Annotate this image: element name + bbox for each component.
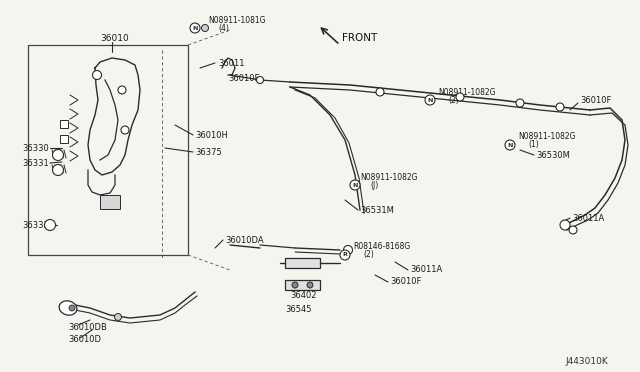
Circle shape <box>115 314 122 321</box>
Circle shape <box>569 226 577 234</box>
Circle shape <box>376 88 384 96</box>
Circle shape <box>556 103 564 111</box>
Bar <box>60 135 68 143</box>
Circle shape <box>121 126 129 134</box>
Bar <box>28 45 188 255</box>
Circle shape <box>344 246 353 254</box>
Circle shape <box>69 305 75 311</box>
Text: 36531M: 36531M <box>360 205 394 215</box>
Text: 36333: 36333 <box>22 221 49 230</box>
Circle shape <box>93 71 102 80</box>
Text: 36375: 36375 <box>195 148 221 157</box>
Circle shape <box>257 77 264 83</box>
Text: N: N <box>428 97 433 103</box>
Text: 36011: 36011 <box>218 58 244 67</box>
Ellipse shape <box>59 301 77 315</box>
Circle shape <box>340 250 350 260</box>
Text: R08146-8168G: R08146-8168G <box>353 241 410 250</box>
Text: N08911-1082G: N08911-1082G <box>518 131 575 141</box>
Text: 36010F: 36010F <box>390 278 421 286</box>
Circle shape <box>560 220 570 230</box>
Circle shape <box>292 282 298 288</box>
Text: N08911-1082G: N08911-1082G <box>438 87 495 96</box>
Bar <box>60 120 68 128</box>
Text: 36331: 36331 <box>22 158 49 167</box>
Circle shape <box>456 93 464 101</box>
Text: (1): (1) <box>528 140 539 148</box>
Text: J443010K: J443010K <box>565 357 608 366</box>
Text: 36010H: 36010H <box>195 131 228 140</box>
Bar <box>100 195 120 209</box>
Circle shape <box>202 25 209 32</box>
Circle shape <box>52 150 63 160</box>
Text: 36011A: 36011A <box>410 266 442 275</box>
Circle shape <box>52 164 63 176</box>
Text: FRONT: FRONT <box>342 33 377 43</box>
Circle shape <box>307 282 313 288</box>
Circle shape <box>505 140 515 150</box>
Text: (2): (2) <box>363 250 374 259</box>
Text: 36402: 36402 <box>290 292 317 301</box>
Text: 36010F: 36010F <box>580 96 611 105</box>
Bar <box>285 258 320 268</box>
Circle shape <box>425 95 435 105</box>
Circle shape <box>118 86 126 94</box>
Text: 36530M: 36530M <box>536 151 570 160</box>
Circle shape <box>45 219 56 231</box>
Text: N08911-1081G: N08911-1081G <box>208 16 266 25</box>
Text: R: R <box>342 253 348 257</box>
Text: 36010DA: 36010DA <box>225 235 264 244</box>
Circle shape <box>516 99 524 107</box>
Text: 36545: 36545 <box>285 305 312 314</box>
Text: N08911-1082G: N08911-1082G <box>360 173 417 182</box>
Text: 36010: 36010 <box>100 33 129 42</box>
Bar <box>285 280 320 290</box>
Text: 36330: 36330 <box>22 144 49 153</box>
Text: (4): (4) <box>218 23 229 32</box>
Circle shape <box>190 23 200 33</box>
Text: N: N <box>192 26 198 31</box>
Text: N: N <box>352 183 358 187</box>
Text: 36010DB: 36010DB <box>68 324 107 333</box>
Text: N: N <box>508 142 513 148</box>
Text: 36011A: 36011A <box>572 214 604 222</box>
Text: (2): (2) <box>448 96 459 105</box>
Text: (J): (J) <box>370 180 378 189</box>
Text: 36010E: 36010E <box>228 74 260 83</box>
Circle shape <box>350 180 360 190</box>
Text: 36010D: 36010D <box>68 336 101 344</box>
